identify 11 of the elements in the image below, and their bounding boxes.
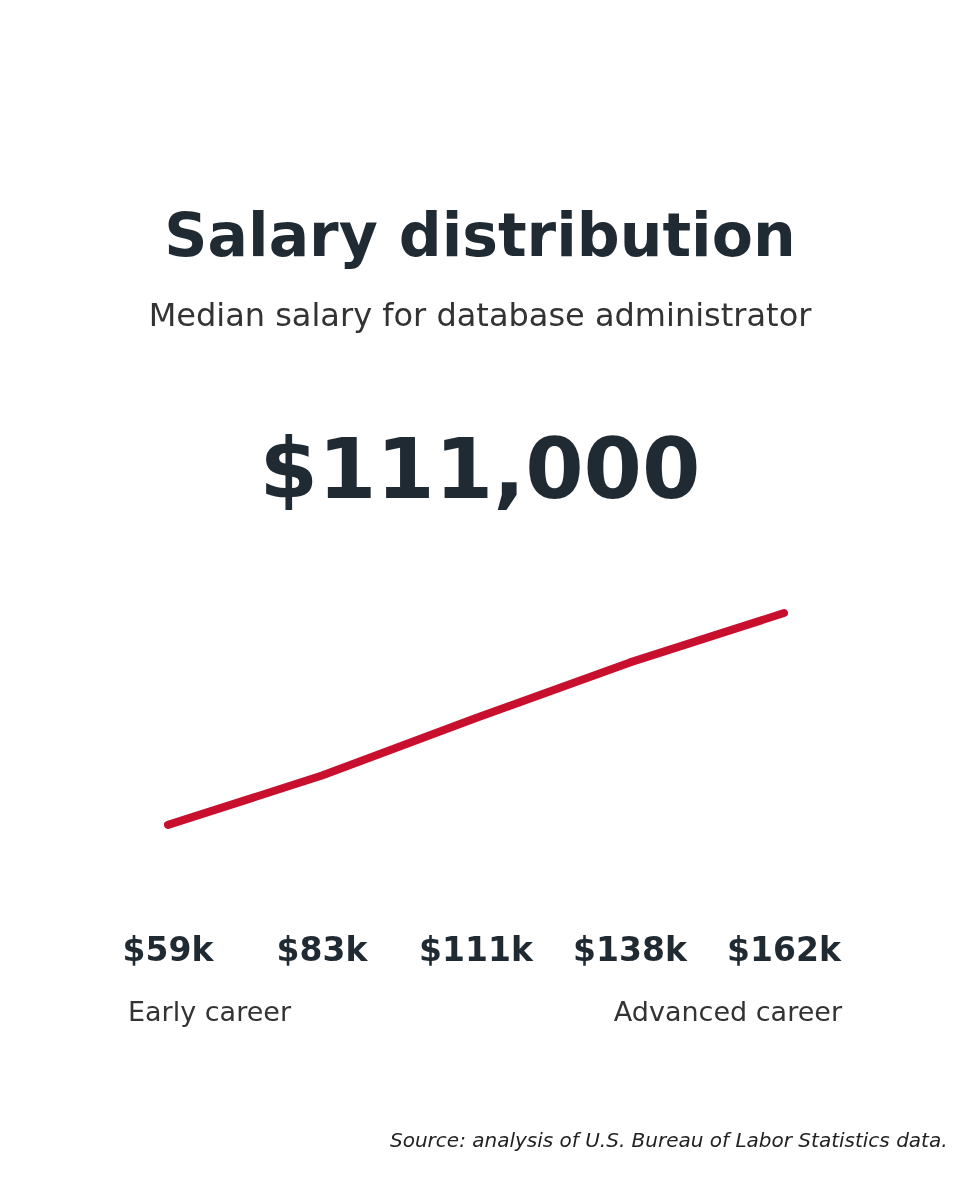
- data-label: $138k: [573, 929, 688, 969]
- text: Advanced career: [613, 996, 842, 1027]
- text: Early career: [128, 996, 291, 1027]
- data-label: $59k: [122, 929, 215, 969]
- data-label: $111k: [419, 929, 534, 969]
- data-label: $83k: [276, 929, 369, 969]
- text: $111,000: [258, 420, 702, 518]
- source-note: Source: analysis of U.S. Bureau of Labor Statistics data.: [390, 1127, 949, 1154]
- chart-title: Salary distribution: [163, 200, 797, 270]
- data-label: $162k: [727, 929, 842, 969]
- chart-subtitle: Median salary for database administrator: [147, 296, 813, 334]
